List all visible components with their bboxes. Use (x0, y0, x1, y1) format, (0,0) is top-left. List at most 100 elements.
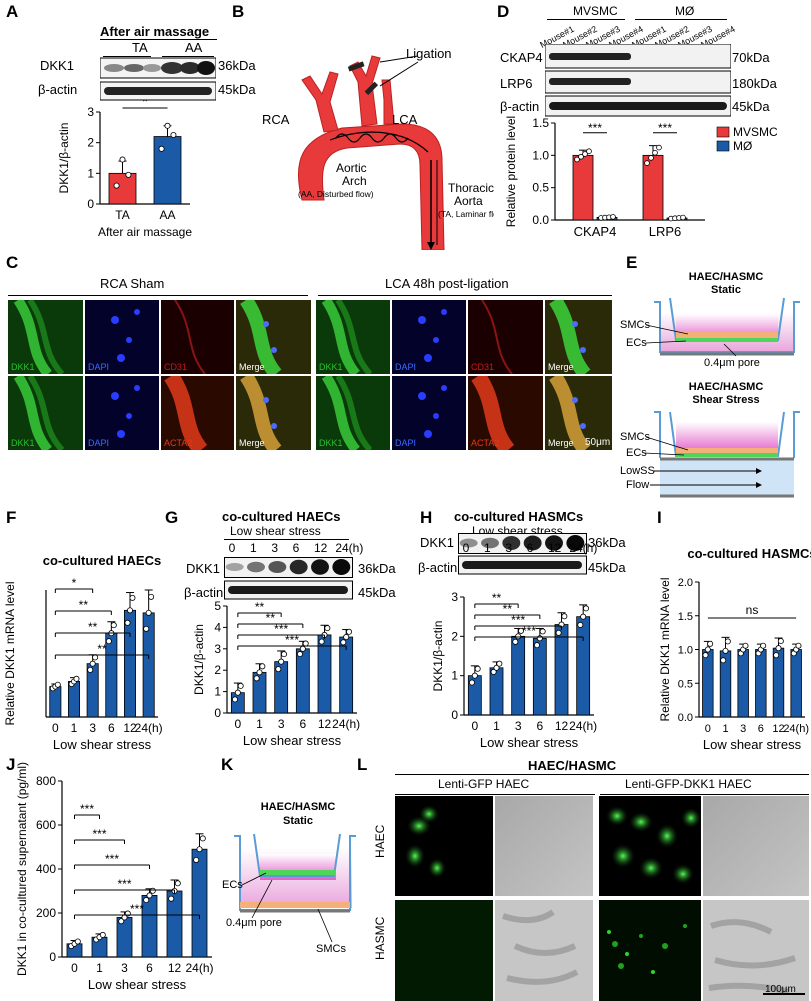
panel-a-blot (100, 57, 216, 101)
x-axis-label: Low shear stress (480, 735, 579, 750)
l-col2: Lenti-GFP-DKK1 HAEC (625, 777, 752, 791)
lca-vessel (349, 55, 381, 127)
blot-band (545, 535, 563, 551)
x-axis-label: After air massage (98, 225, 192, 239)
y-axis-label: DKK1/β-actin (57, 123, 71, 194)
h-kda-actin: 45kDa (588, 560, 626, 575)
data-point (343, 634, 350, 641)
y-tick-label: 1.5 (678, 611, 693, 623)
data-point (580, 613, 587, 620)
blot-label-dkk1: DKK1 (40, 58, 74, 73)
sig-label: ns (746, 603, 759, 617)
chart-d: 0.0 0.5 1.0 1.5 *** CKAP4 *** LRP6 Relative prot… (504, 116, 778, 239)
bar (295, 648, 310, 714)
bar (141, 894, 158, 958)
b-thoracic: Thoracic (448, 181, 494, 195)
blot-time-label: 12 (314, 541, 328, 555)
e-ecs: ECs (626, 337, 647, 349)
panel-d-blot: MVSMC MØ Mouse#1 Mouse#2 Mouse#3 Mouse#4 Mou… (495, 0, 811, 120)
legend-swatch (716, 126, 730, 138)
lowss-arrow-icon (756, 468, 762, 474)
x-tick-label: 1 (722, 723, 728, 735)
panel-a-title: After air massage (100, 24, 210, 39)
e-flow: Flow (626, 479, 649, 491)
e-title4: Shear Stress (692, 394, 759, 406)
micrograph-label: CD31 (471, 362, 495, 372)
sig-label: *** (511, 613, 525, 627)
data-point (583, 605, 590, 612)
micrograph-cd31: CD31 (161, 300, 234, 374)
panel-g-blot: co-cultured HAECs Low shear stress DKK1 … (166, 505, 416, 600)
bar (772, 647, 785, 718)
blot-band (228, 586, 348, 594)
micrograph-label: DAPI (395, 362, 417, 372)
bar (153, 136, 182, 205)
micrograph-label: DAPI (88, 438, 110, 448)
x-tick-label: 6 (146, 961, 153, 975)
data-point (578, 153, 584, 160)
h-blot-actin: β-actin (418, 560, 458, 575)
data-point (119, 156, 126, 163)
micrograph-label: ACTA2 (164, 438, 193, 448)
sig-label: ** (97, 642, 107, 656)
blot-band (566, 535, 585, 551)
data-point (536, 635, 543, 642)
blot-bands (224, 557, 353, 600)
y-tick-label: 1.0 (532, 148, 549, 162)
x-tick-label: 0 (234, 717, 241, 731)
x-tick-label: 0 (52, 721, 59, 735)
c-scale-bar (584, 452, 610, 454)
micrograph-merge: Merge (236, 300, 311, 374)
data-point (777, 638, 784, 645)
e-smcs-2: SMCs (620, 431, 650, 443)
y-axis-label: Relative DKK1 mRNA level (3, 581, 17, 725)
blot-band (225, 563, 244, 571)
x-tick-label: 24(h) (783, 723, 809, 735)
subclavian-vessel (381, 79, 395, 125)
data-point (533, 642, 540, 649)
micrograph-label: DKK1 (319, 362, 343, 372)
x-tick-label: 3 (89, 721, 96, 735)
y-tick-label: 3 (451, 590, 458, 604)
h-blot-dkk1: DKK1 (420, 535, 454, 550)
data-point (278, 658, 285, 665)
micrograph-dkk1: DKK1 (316, 376, 390, 450)
x-axis-label: Low shear stress (88, 977, 187, 992)
data-point (324, 625, 331, 632)
data-point (110, 622, 117, 629)
panel-label-h: H (420, 508, 433, 527)
d-kda-actin: 45kDa (732, 99, 770, 114)
y-tick-label: 0 (214, 706, 221, 720)
data-point (146, 892, 153, 899)
x-tick-label: CKAP4 (574, 224, 617, 239)
data-point (193, 856, 200, 863)
sig-label: *** (588, 121, 602, 135)
blot-band (332, 559, 351, 575)
blot-kda-actin: 45kDa (218, 82, 256, 97)
blot-time-label: 0 (228, 541, 236, 555)
micrograph-label: DAPI (88, 362, 110, 372)
blot-time-label: 1 (250, 541, 257, 555)
data-point (760, 642, 767, 649)
micrograph-merge: Merge (545, 376, 612, 450)
g-kda-dkk1: 36kDa (358, 561, 396, 576)
data-point (773, 652, 780, 659)
b-thoracic2: Aorta (454, 194, 483, 208)
micrograph-dapi: DAPI (85, 300, 159, 374)
y-axis-label: DKK1/β-actin (431, 621, 445, 692)
data-point (125, 171, 132, 178)
data-point (577, 621, 584, 628)
micrograph-dkk1: DKK1 (8, 376, 83, 450)
d-group-mvsmc: MVSMC (573, 4, 618, 18)
blot-bands (458, 533, 587, 575)
blot-time-label: 24(h) (569, 541, 598, 555)
x-tick-label: 24(h) (185, 961, 213, 975)
micrograph-label: CD31 (164, 362, 188, 372)
x-tick-label: 3 (121, 961, 128, 975)
chart-a: 0 1 2 3 TA AA DKK1/β-actin After air massage * (57, 100, 192, 239)
sig-label: *** (105, 852, 119, 866)
l-row1: HAEC (373, 824, 387, 858)
bar (554, 624, 569, 716)
data-point (490, 668, 497, 675)
